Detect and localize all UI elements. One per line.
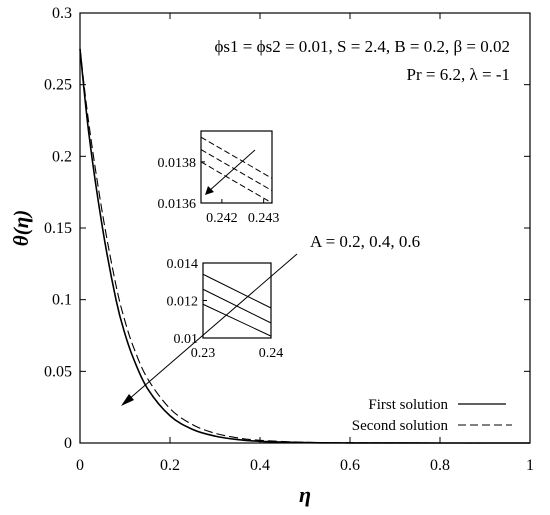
series-line-1 [79,48,531,444]
legend-label-second: Second solution [352,418,449,434]
y-tick-label: 0.3 [52,5,72,22]
inset-line [200,136,273,179]
x-tick-label: 0.4 [250,457,270,474]
inset-line [202,273,272,309]
inset-line [200,161,273,204]
y-tick-label: 0 [64,435,72,452]
inset-line [202,303,272,337]
inset-x-tick-label: 0.242 [206,211,238,226]
params-line-2: Pr = 6.2, λ = -1 [407,65,510,84]
arrow-label: A = 0.2, 0.4, 0.6 [310,232,420,251]
inset-y-tick-label: 0.014 [167,257,199,272]
legend-label-first: First solution [368,397,448,413]
y-tick-label: 0.25 [44,77,72,94]
inset-x-tick-label: 0.23 [191,346,216,361]
x-tick-label: 0.2 [160,457,180,474]
series-line-2 [79,48,531,444]
x-tick-label: 0.8 [430,457,450,474]
inset-2: 0.23 0.24 0.01 0.012 0.014 [167,257,284,361]
inset-y-tick-label: 0.0136 [158,197,197,212]
inset-line [200,149,273,192]
x-axis-label: η [299,482,311,507]
series-group [79,48,531,444]
x-tick-label: 1 [526,457,534,474]
axis-ticks: 0 0.2 0.4 0.6 0.8 1 0 0.05 0.1 0.15 0.2 0.25 0.3 [44,5,534,474]
y-tick-label: 0.1 [52,292,72,309]
inset-x-tick-label: 0.24 [259,346,284,361]
parameter-arrow [121,253,298,406]
inset-y-tick-label: 0.01 [174,332,199,347]
inset-x-tick-label: 0.243 [248,211,280,226]
legend: First solution Second solution [352,397,512,434]
x-tick-label: 0 [76,457,84,474]
y-tick-label: 0.05 [44,363,72,380]
inset-arrow-shaft [208,149,256,192]
inset-y-tick-label: 0.012 [167,295,199,310]
inset-arrow-head [205,186,214,195]
params-line-1: ϕs1 = ϕs2 = 0.01, S = 2.4, B = 0.2, β = … [214,37,510,56]
y-axis-label: θ(η) [9,210,33,246]
y-tick-label: 0.2 [52,148,72,165]
x-tick-label: 0.6 [340,457,360,474]
inset-1: 0.242 0.243 0.0136 0.0138 [158,130,280,226]
y-tick-label: 0.15 [44,220,72,237]
inset-y-tick-label: 0.0138 [158,156,197,171]
